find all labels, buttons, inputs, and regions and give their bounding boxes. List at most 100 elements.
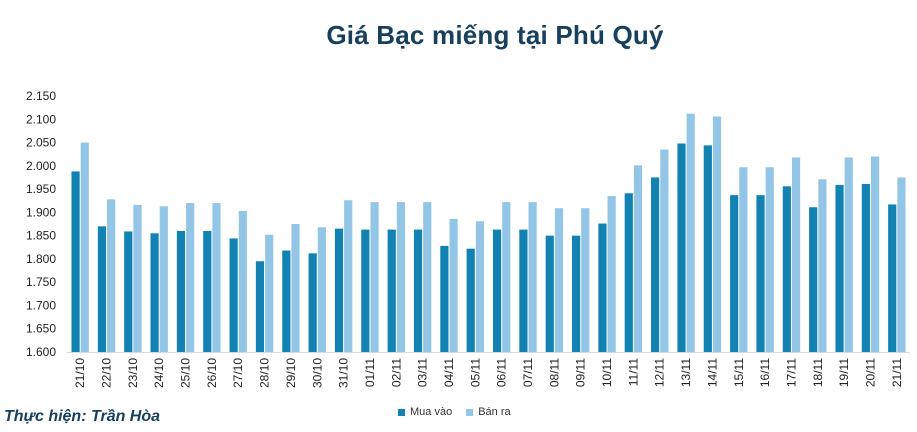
bar-buy bbox=[282, 250, 291, 352]
bar-sell bbox=[396, 202, 405, 352]
legend-swatch-sell bbox=[466, 408, 474, 416]
x-tick-label: 22/10 bbox=[100, 358, 114, 388]
bar-buy bbox=[203, 230, 212, 352]
x-tick-label: 31/10 bbox=[337, 358, 351, 388]
x-tick-label: 23/10 bbox=[126, 358, 140, 388]
bar-buy bbox=[835, 184, 844, 352]
bar-sell bbox=[528, 202, 537, 352]
bar-buy bbox=[888, 204, 897, 352]
x-tick-label: 06/11 bbox=[495, 358, 509, 387]
bar-sell bbox=[633, 165, 643, 352]
y-tick-label: 1.800 bbox=[26, 252, 56, 266]
bar-buy bbox=[466, 248, 475, 352]
y-tick-label: 2.100 bbox=[26, 112, 56, 126]
bar-sell bbox=[712, 116, 722, 352]
bar-buy bbox=[809, 207, 818, 352]
bar-sell bbox=[186, 203, 195, 352]
x-axis: 21/10 22/10 23/10 24/10 25/10 26/10 27/10 28/10… bbox=[73, 358, 904, 388]
x-tick-label: 20/11 bbox=[863, 358, 877, 387]
bar-buy bbox=[387, 229, 396, 352]
bar-sell bbox=[870, 156, 880, 352]
x-tick-label: 09/11 bbox=[574, 358, 588, 387]
y-tick-label: 1.600 bbox=[26, 345, 56, 359]
bar-buy bbox=[413, 229, 423, 352]
x-tick-label: 07/11 bbox=[521, 358, 535, 387]
y-tick-label: 1.700 bbox=[26, 298, 56, 312]
bar-sell bbox=[765, 167, 774, 352]
bar-sell bbox=[80, 142, 89, 352]
bar-sell bbox=[581, 208, 590, 352]
bar-buy bbox=[361, 229, 370, 352]
bar-buy bbox=[519, 229, 528, 352]
x-tick-label: 05/11 bbox=[468, 358, 482, 387]
bar-buy bbox=[782, 186, 791, 352]
x-tick-label: 11/11 bbox=[626, 358, 640, 387]
x-tick-label: 27/10 bbox=[231, 358, 245, 388]
bar-buy bbox=[255, 261, 265, 352]
bar-sell bbox=[791, 157, 801, 352]
x-tick-label: 04/11 bbox=[442, 358, 456, 387]
bar-buy bbox=[756, 195, 765, 352]
y-tick-label: 1.650 bbox=[26, 322, 56, 336]
x-tick-label: 25/10 bbox=[179, 358, 193, 388]
bar-sell bbox=[238, 210, 247, 352]
x-tick-label: 02/11 bbox=[389, 358, 403, 387]
bar-sell bbox=[660, 149, 669, 352]
bar-sell bbox=[607, 196, 616, 352]
x-tick-label: 13/11 bbox=[679, 358, 693, 387]
bar-buy bbox=[124, 231, 133, 352]
bar-group bbox=[71, 113, 906, 352]
bar-buy bbox=[651, 177, 660, 352]
y-tick-label: 1.900 bbox=[26, 205, 56, 219]
y-tick-label: 2.050 bbox=[26, 136, 56, 150]
x-tick-label: 01/11 bbox=[363, 358, 377, 387]
bar-buy bbox=[703, 145, 712, 352]
x-tick-label: 26/10 bbox=[205, 358, 219, 388]
x-tick-label: 14/11 bbox=[705, 358, 719, 387]
bar-buy bbox=[598, 223, 607, 352]
bar-buy bbox=[677, 143, 686, 352]
bar-sell bbox=[159, 206, 168, 352]
bar-buy bbox=[624, 193, 633, 352]
x-tick-label: 17/11 bbox=[784, 358, 798, 387]
bar-sell bbox=[686, 113, 695, 352]
bar-buy bbox=[71, 171, 80, 352]
legend-swatch-buy bbox=[398, 408, 405, 416]
x-tick-label: 21/11 bbox=[890, 358, 904, 387]
x-tick-label: 30/10 bbox=[310, 358, 324, 388]
y-axis: 1.600 1.650 1.700 1.750 1.800 1.850 1.900 1.950… bbox=[26, 89, 56, 359]
x-tick-label: 18/11 bbox=[811, 358, 825, 387]
bar-sell bbox=[291, 224, 300, 352]
y-tick-label: 2.000 bbox=[26, 159, 56, 173]
y-tick-label: 1.850 bbox=[26, 229, 56, 243]
x-tick-label: 29/10 bbox=[284, 358, 298, 388]
bar-buy bbox=[492, 229, 502, 352]
bar-sell bbox=[107, 199, 116, 352]
bar-buy bbox=[97, 226, 107, 352]
x-tick-label: 19/11 bbox=[837, 358, 851, 387]
bar-sell bbox=[133, 204, 142, 352]
bar-sell bbox=[344, 200, 353, 352]
bar-sell bbox=[212, 203, 221, 352]
bar-sell bbox=[844, 157, 853, 352]
bar-sell bbox=[554, 208, 564, 352]
bar-sell bbox=[897, 177, 906, 352]
bar-buy bbox=[308, 253, 317, 352]
bar-sell bbox=[449, 218, 458, 352]
bar-sell bbox=[370, 202, 379, 352]
x-tick-label: 15/11 bbox=[732, 358, 746, 387]
x-tick-label: 12/11 bbox=[653, 358, 667, 387]
bar-sell bbox=[265, 234, 274, 352]
x-tick-label: 10/11 bbox=[600, 358, 614, 387]
legend-label-buy: Mua vào bbox=[410, 406, 453, 418]
bar-buy bbox=[176, 230, 186, 352]
bar-sell bbox=[739, 167, 748, 352]
legend-item-sell: Bán ra bbox=[466, 406, 511, 418]
x-tick-label: 16/11 bbox=[758, 358, 772, 387]
x-tick-label: 21/10 bbox=[73, 358, 87, 388]
bar-buy bbox=[334, 228, 344, 352]
bar-buy bbox=[730, 195, 739, 352]
x-tick-label: 24/10 bbox=[152, 358, 166, 388]
bar-sell bbox=[475, 221, 485, 352]
